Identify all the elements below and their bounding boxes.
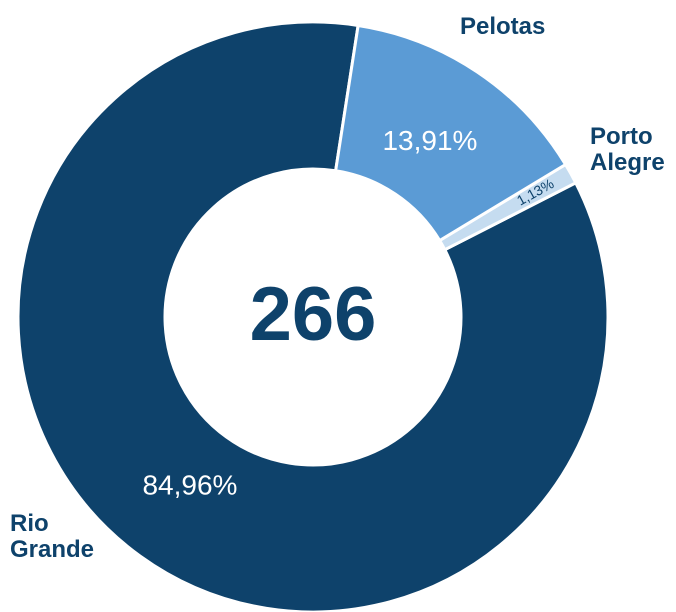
category-label: Porto Alegre [590,123,665,176]
value-label: 84,96% [142,470,237,501]
donut-segment [16,20,610,612]
value-label: 13,91% [382,125,477,156]
donut-segment [333,23,568,243]
category-label: Rio Grande [10,510,95,563]
total: 266 [250,272,377,357]
category-label: Pelotas [460,13,546,40]
